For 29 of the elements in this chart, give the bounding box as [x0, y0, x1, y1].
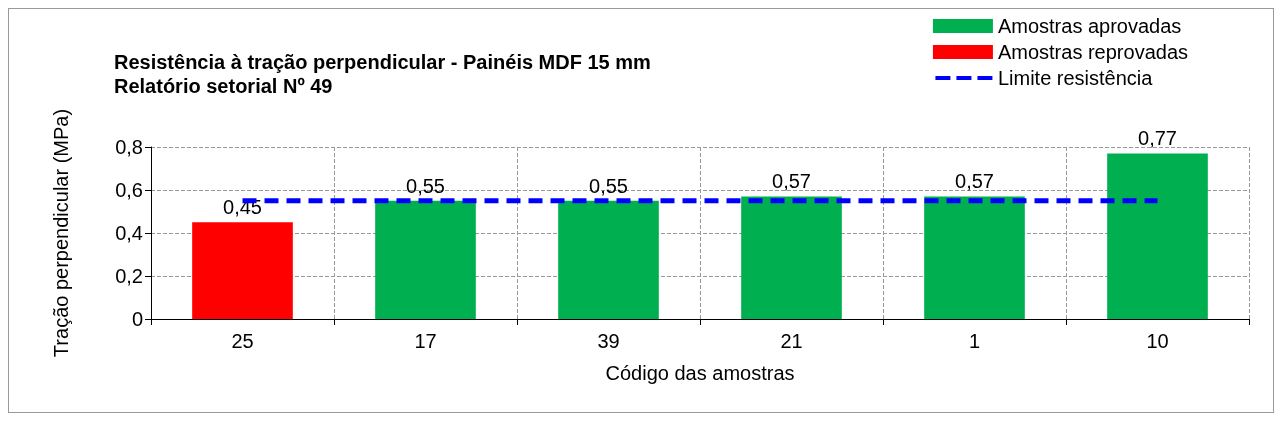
x-axis-title: Código das amostras [605, 362, 795, 384]
legend-label: Amostras reprovadas [997, 41, 1188, 63]
bar [924, 196, 1025, 319]
legend-label: Amostras aprovadas [997, 15, 1182, 37]
x-tick-label: 17 [414, 330, 437, 352]
data-label: 0,57 [955, 170, 994, 193]
y-tick-label: 0,4 [115, 222, 143, 244]
chart-title: Resistência à tração perpendicular - Painéis MDF 15 mm [114, 51, 651, 73]
bar [375, 200, 476, 319]
x-tick-label: 25 [231, 330, 254, 352]
y-tick-label: 0,8 [115, 136, 143, 158]
data-label: 0,55 [406, 174, 445, 197]
x-tick-label: 21 [780, 330, 803, 352]
x-tick-label: 39 [597, 330, 620, 352]
legend-label: Limite resistência [997, 67, 1154, 89]
x-tick-label: 10 [1146, 330, 1169, 352]
x-tick-label: 1 [968, 330, 981, 352]
data-label: 0,55 [589, 174, 628, 197]
y-tick-label: 0,6 [115, 179, 143, 201]
data-label: 0,57 [772, 170, 811, 193]
bar [192, 222, 293, 319]
bar [558, 200, 659, 319]
y-tick-label: 0 [131, 308, 143, 330]
bar [1107, 153, 1208, 319]
y-tick-label: 0,2 [115, 265, 143, 287]
data-label: 0,77 [1138, 127, 1177, 150]
y-axis-title: Tração perpendicular (MPa) [50, 108, 72, 358]
bar [741, 196, 842, 319]
chart-subtitle: Relatório setorial Nº 49 [114, 75, 333, 97]
